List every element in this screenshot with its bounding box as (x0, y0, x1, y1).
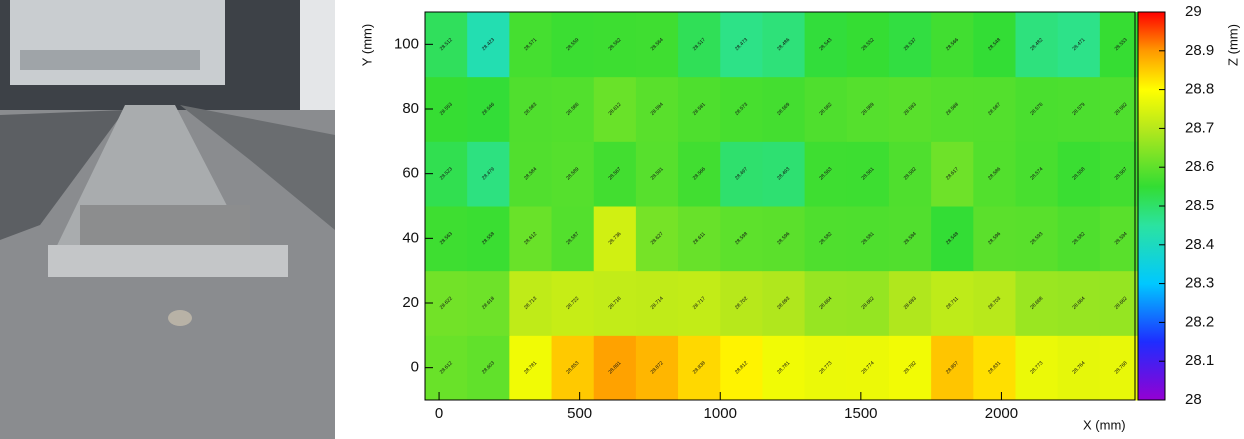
x-tick-label: 0 (435, 405, 443, 422)
z-tick-label: 28.7 (1185, 119, 1214, 136)
y-tick-label: 60 (402, 165, 419, 182)
y-tick-label: 100 (394, 35, 419, 52)
y-tick-label: 0 (411, 359, 419, 376)
y-tick-label: 80 (402, 100, 419, 117)
y-tick-label: 20 (402, 294, 419, 311)
z-tick-label: 28.9 (1185, 42, 1214, 59)
x-tick-label: 1000 (704, 405, 737, 422)
z-axis-title: Z (mm) (1225, 24, 1240, 66)
z-tick-label: 28.6 (1185, 158, 1214, 175)
z-tick-label: 28.8 (1185, 81, 1214, 98)
x-tick-label: 500 (567, 405, 592, 422)
photo (0, 0, 335, 439)
z-tick-label: 29 (1185, 3, 1202, 20)
x-axis-title: X (mm) (1083, 417, 1126, 432)
z-tick-label: 28.1 (1185, 352, 1214, 369)
x-tick-label: 1500 (844, 405, 877, 422)
z-tick-label: 28.3 (1185, 275, 1214, 292)
z-tick-label: 28.4 (1185, 236, 1214, 253)
y-tick-label: 40 (402, 229, 419, 246)
z-tick-label: 28.2 (1185, 313, 1214, 330)
y-axis-title: Y (mm) (359, 24, 374, 66)
x-tick-label: 2000 (985, 405, 1018, 422)
heatmap: 28.61228.60328.78128.85328.89128.87228.8… (394, 3, 1214, 422)
z-tick-label: 28 (1185, 391, 1202, 408)
z-tick-label: 28.5 (1185, 197, 1214, 214)
